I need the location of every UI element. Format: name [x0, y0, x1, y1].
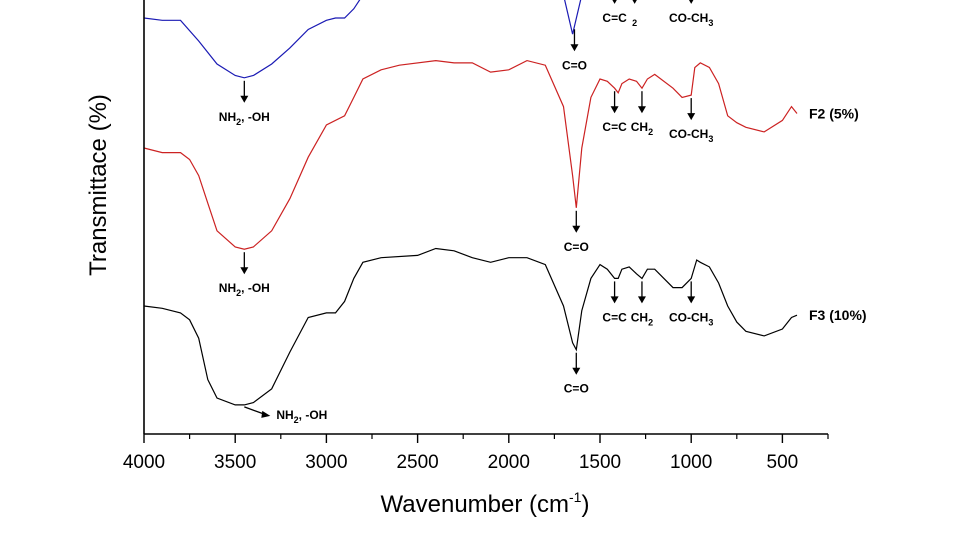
- x-tick-label: 1000: [670, 452, 712, 473]
- x-tick-label: 1500: [579, 452, 621, 473]
- annotation-label: C=C: [602, 120, 627, 134]
- x-axis-title: Wavenumber (cm-1): [381, 489, 590, 518]
- annotation-arrowhead: [261, 410, 271, 418]
- annotation-label: C=C: [602, 11, 627, 25]
- annotation-arrowhead: [572, 225, 581, 233]
- annotation-arrowhead: [612, 0, 617, 4]
- annotation-arrowhead: [688, 0, 694, 4]
- series-line-1: [143, 0, 582, 79]
- annotation-arrowhead: [687, 296, 696, 304]
- y-axis-title: Transmittace (%): [85, 94, 112, 276]
- annotation-arrowhead: [572, 367, 581, 375]
- series-label-2: F2 (5%): [809, 106, 859, 122]
- annotation-arrowhead: [632, 0, 637, 4]
- annotation-label: C=C: [602, 310, 627, 324]
- annotation-label: 2: [632, 18, 637, 28]
- annotation-arrowhead: [240, 95, 249, 103]
- series-label-3: F3 (10%): [809, 307, 867, 323]
- annotation-label: NH2, -OH: [219, 281, 270, 298]
- annotation-label: CH2: [631, 310, 653, 327]
- x-tick-label: 2000: [488, 452, 530, 473]
- plot-layer: NH2, -OH C=O C=C 2 CO-CH3 F2 (5%) NH2, -OH C=O C…: [143, 0, 867, 425]
- x-tick-label: 3500: [214, 452, 256, 473]
- annotation-label: CO-CH3: [669, 11, 713, 28]
- annotation-label: C=O: [564, 240, 589, 254]
- annotation-arrowhead: [570, 44, 579, 52]
- x-axis-title-superscript: -1: [569, 489, 582, 505]
- annotation-arrowhead: [637, 106, 646, 114]
- x-tick-label: 500: [767, 452, 799, 473]
- annotation-label: CO-CH3: [669, 127, 713, 144]
- series-line-3: [143, 247, 798, 406]
- annotation-arrowhead: [637, 296, 646, 304]
- annotation-arrowhead: [610, 296, 619, 304]
- annotation-arrowhead: [610, 106, 619, 114]
- x-tick-label: 4000: [123, 452, 165, 473]
- x-axis-title-end: ): [581, 491, 589, 518]
- x-axis-title-main: Wavenumber (cm: [381, 491, 569, 518]
- annotation-arrowhead: [240, 267, 249, 275]
- annotation-label: NH2, -OH: [219, 110, 270, 127]
- annotation-label: CO-CH3: [669, 310, 713, 327]
- annotation-label: CH2: [631, 120, 653, 137]
- annotation-label: C=O: [564, 382, 589, 396]
- annotation-label: C=O: [562, 58, 587, 72]
- x-tick-label: 3000: [305, 452, 347, 473]
- axes-layer: 4000 3500 3000 2500 2000 1500 1000 500: [123, 0, 829, 473]
- annotation-label: NH2, -OH: [276, 408, 327, 425]
- x-tick-label: 2500: [396, 452, 438, 473]
- annotation-arrowhead: [687, 113, 696, 121]
- series-line-2: [143, 59, 798, 250]
